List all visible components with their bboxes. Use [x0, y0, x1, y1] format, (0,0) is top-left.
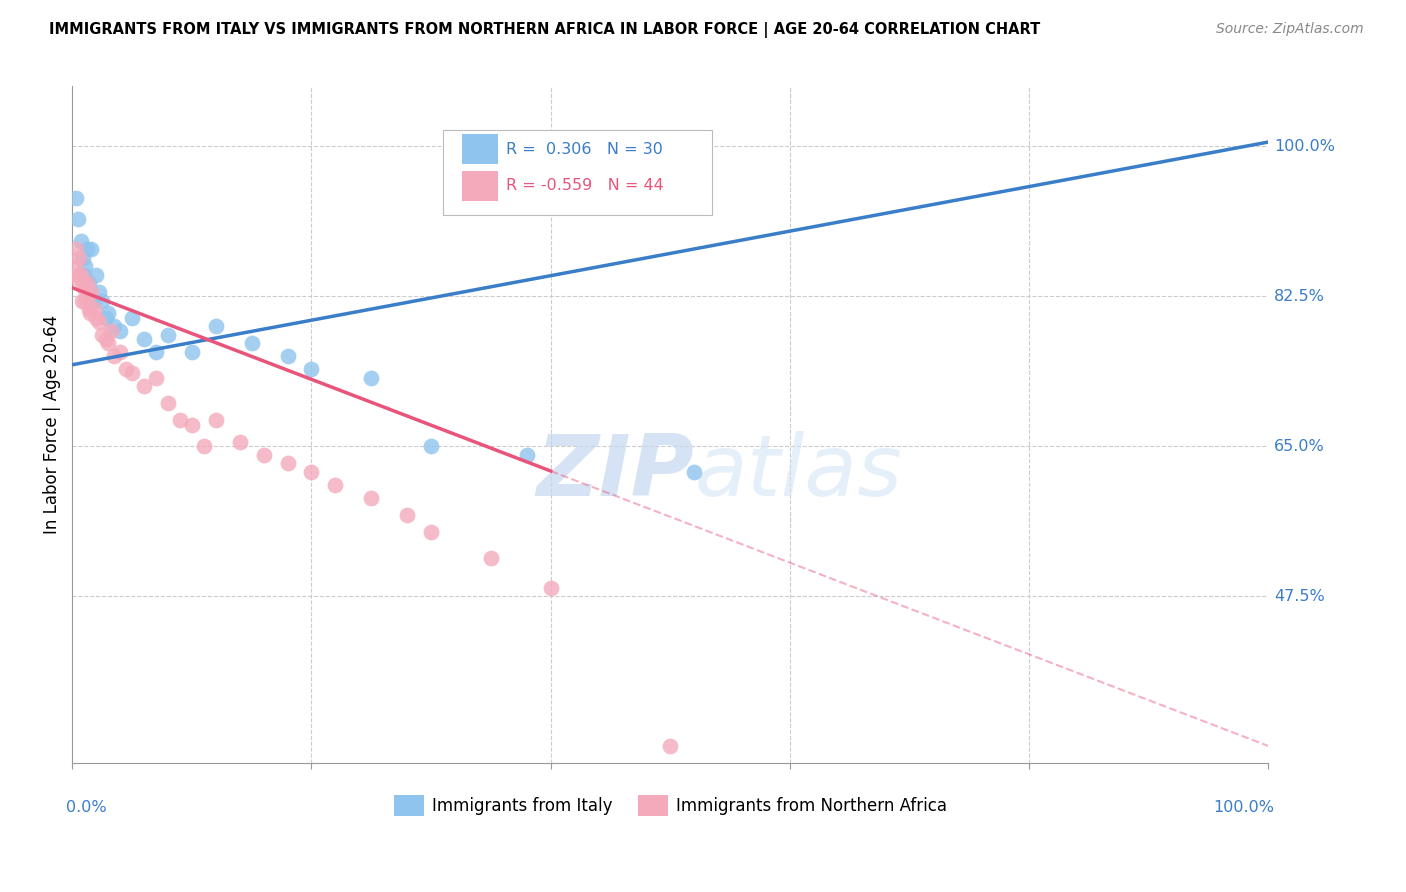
- Point: [94, 310, 117, 325]
- Point: [67, 251, 90, 265]
- Text: ZIP: ZIP: [537, 431, 695, 514]
- Point: [228, 434, 250, 449]
- FancyBboxPatch shape: [443, 130, 711, 215]
- Point: [325, 477, 347, 491]
- Point: [63, 259, 86, 273]
- Text: Source: ZipAtlas.com: Source: ZipAtlas.com: [1216, 22, 1364, 37]
- Point: [276, 456, 298, 470]
- Point: [84, 268, 107, 282]
- Point: [97, 306, 120, 320]
- Point: [76, 277, 98, 291]
- Point: [121, 367, 143, 381]
- Point: [145, 370, 167, 384]
- Point: [83, 293, 105, 308]
- Text: 100.0%: 100.0%: [1213, 800, 1274, 815]
- Point: [180, 417, 202, 432]
- Point: [67, 212, 90, 227]
- Point: [91, 327, 114, 342]
- Point: [79, 306, 101, 320]
- Text: 65.0%: 65.0%: [1274, 439, 1324, 454]
- FancyBboxPatch shape: [463, 134, 498, 164]
- Point: [145, 345, 167, 359]
- Text: 0.0%: 0.0%: [66, 800, 107, 815]
- Point: [77, 277, 100, 291]
- Point: [83, 302, 105, 317]
- Point: [91, 293, 114, 308]
- Text: R =  0.306   N = 30: R = 0.306 N = 30: [506, 142, 664, 157]
- Point: [69, 234, 91, 248]
- Point: [66, 268, 89, 282]
- Text: 47.5%: 47.5%: [1274, 589, 1324, 604]
- Text: 100.0%: 100.0%: [1274, 139, 1336, 153]
- Point: [70, 293, 93, 308]
- Point: [108, 345, 131, 359]
- Point: [80, 285, 103, 299]
- Point: [479, 550, 502, 565]
- Point: [69, 268, 91, 282]
- Point: [76, 289, 98, 303]
- Text: IMMIGRANTS FROM ITALY VS IMMIGRANTS FROM NORTHERN AFRICA IN LABOR FORCE | AGE 20: IMMIGRANTS FROM ITALY VS IMMIGRANTS FROM…: [49, 22, 1040, 38]
- FancyBboxPatch shape: [463, 170, 498, 201]
- Point: [103, 349, 125, 363]
- Point: [193, 439, 215, 453]
- Point: [65, 191, 87, 205]
- Point: [65, 242, 87, 256]
- Point: [97, 336, 120, 351]
- Text: R = -0.559   N = 44: R = -0.559 N = 44: [506, 178, 664, 194]
- Point: [683, 465, 706, 479]
- Point: [252, 448, 274, 462]
- Point: [516, 448, 538, 462]
- Point: [72, 251, 94, 265]
- Text: 82.5%: 82.5%: [1274, 289, 1326, 304]
- Point: [87, 315, 110, 329]
- Point: [360, 370, 382, 384]
- Point: [540, 581, 562, 595]
- Point: [156, 327, 179, 342]
- Point: [276, 349, 298, 363]
- Point: [132, 379, 155, 393]
- Point: [75, 293, 97, 308]
- Legend: Immigrants from Italy, Immigrants from Northern Africa: Immigrants from Italy, Immigrants from N…: [387, 789, 953, 822]
- Point: [240, 336, 263, 351]
- Point: [100, 324, 122, 338]
- Point: [169, 413, 191, 427]
- Point: [115, 362, 138, 376]
- Point: [80, 242, 103, 256]
- Point: [73, 268, 96, 282]
- Point: [67, 272, 90, 286]
- Point: [156, 396, 179, 410]
- Point: [132, 332, 155, 346]
- Point: [301, 465, 323, 479]
- Point: [121, 310, 143, 325]
- Point: [73, 281, 96, 295]
- Point: [94, 332, 117, 346]
- Point: [76, 242, 98, 256]
- Point: [75, 259, 97, 273]
- Point: [204, 413, 226, 427]
- Point: [396, 508, 419, 522]
- Point: [87, 285, 110, 299]
- Point: [420, 439, 443, 453]
- Point: [204, 319, 226, 334]
- Text: atlas: atlas: [695, 431, 903, 514]
- Point: [108, 324, 131, 338]
- Point: [659, 739, 682, 753]
- Point: [301, 362, 323, 376]
- Point: [420, 524, 443, 539]
- Point: [180, 345, 202, 359]
- Point: [360, 491, 382, 505]
- Point: [77, 302, 100, 317]
- Point: [72, 277, 94, 291]
- Y-axis label: In Labor Force | Age 20-64: In Labor Force | Age 20-64: [44, 315, 60, 534]
- Point: [103, 319, 125, 334]
- Point: [84, 310, 107, 325]
